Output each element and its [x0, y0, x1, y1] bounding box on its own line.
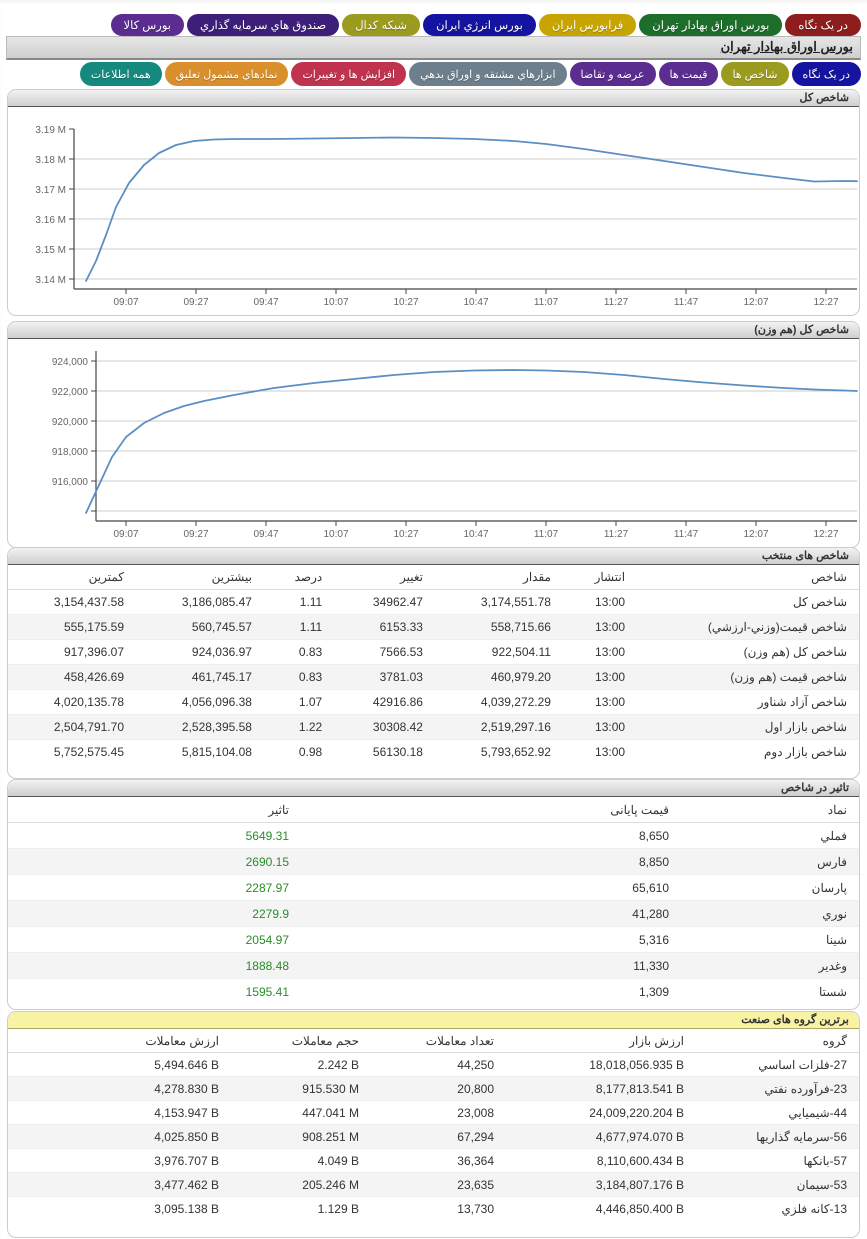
svg-text:12:27: 12:27 — [813, 297, 838, 308]
svg-text:3.15 M: 3.15 M — [35, 245, 66, 256]
svg-text:11:47: 11:47 — [674, 529, 699, 540]
svg-text:11:07: 11:07 — [534, 297, 559, 308]
svg-text:3.16 M: 3.16 M — [35, 215, 66, 226]
svg-text:09:47: 09:47 — [253, 529, 278, 540]
svg-text:10:47: 10:47 — [463, 297, 488, 308]
svg-text:09:27: 09:27 — [183, 297, 208, 308]
svg-text:10:47: 10:47 — [463, 529, 488, 540]
svg-text:918,000: 918,000 — [52, 447, 89, 458]
svg-text:922,000: 922,000 — [52, 387, 89, 398]
svg-text:09:07: 09:07 — [113, 297, 138, 308]
svg-text:10:07: 10:07 — [323, 529, 348, 540]
svg-text:12:07: 12:07 — [743, 529, 768, 540]
svg-text:09:07: 09:07 — [113, 529, 138, 540]
svg-text:3.17 M: 3.17 M — [35, 185, 66, 196]
svg-text:09:27: 09:27 — [183, 529, 208, 540]
svg-text:3.18 M: 3.18 M — [35, 155, 66, 166]
svg-text:3.14 M: 3.14 M — [35, 275, 66, 286]
svg-text:11:27: 11:27 — [604, 297, 629, 308]
svg-text:11:27: 11:27 — [604, 529, 629, 540]
svg-text:11:47: 11:47 — [674, 297, 699, 308]
svg-text:10:27: 10:27 — [393, 529, 418, 540]
svg-text:3.19 M: 3.19 M — [35, 125, 66, 136]
svg-text:12:07: 12:07 — [743, 297, 768, 308]
svg-text:12:27: 12:27 — [813, 529, 838, 540]
svg-text:920,000: 920,000 — [52, 417, 89, 428]
svg-text:09:47: 09:47 — [253, 297, 278, 308]
svg-text:10:27: 10:27 — [393, 297, 418, 308]
svg-text:924,000: 924,000 — [52, 357, 89, 368]
svg-text:10:07: 10:07 — [323, 297, 348, 308]
svg-text:916,000: 916,000 — [52, 477, 89, 488]
svg-text:11:07: 11:07 — [534, 529, 559, 540]
